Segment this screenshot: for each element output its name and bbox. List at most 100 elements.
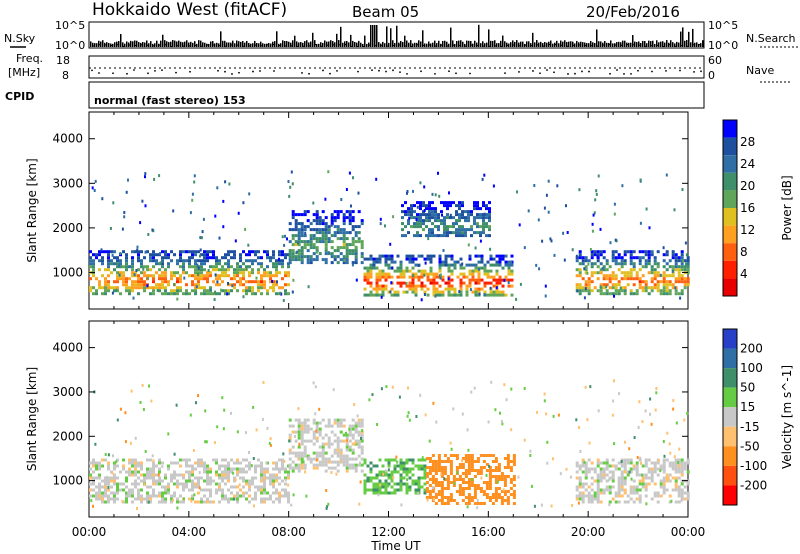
scatter-cell <box>209 488 212 492</box>
scatter-cell <box>191 192 194 196</box>
scatter-cell <box>321 258 325 262</box>
scatter-cell <box>188 497 191 501</box>
scatter-cell <box>351 210 355 214</box>
scatter-cell <box>427 237 430 241</box>
scatter-cell <box>263 491 266 495</box>
nsearch-dot <box>426 44 427 46</box>
scatter-cell <box>201 230 204 234</box>
nsearch-dot <box>201 45 202 47</box>
scatter-cell <box>124 440 127 444</box>
nsearch-dot <box>339 44 340 46</box>
scatter-cell <box>506 490 510 493</box>
scatter-cell <box>647 467 651 471</box>
scatter-cell <box>408 467 412 471</box>
scatter-cell <box>644 485 648 489</box>
scatter-cell <box>644 259 648 263</box>
scatter-cell <box>131 250 134 254</box>
scatter-cell <box>291 210 295 214</box>
scatter-cell <box>284 488 287 492</box>
scatter-cell <box>578 286 582 290</box>
scatter-cell <box>482 490 486 493</box>
scatter-cell <box>443 219 446 223</box>
scatter-cell <box>239 283 242 287</box>
nsky-bar <box>436 43 438 47</box>
scatter-cell <box>438 254 442 258</box>
scatter-cell <box>590 494 594 498</box>
scatter-cell <box>480 476 483 480</box>
nsky-bar <box>106 42 108 47</box>
scatter-cell <box>437 481 441 484</box>
scatter-cell <box>95 491 98 495</box>
scatter-cell <box>620 470 624 474</box>
scatter-cell <box>683 464 687 468</box>
scatter-cell <box>446 231 449 235</box>
scatter-cell <box>414 482 418 486</box>
scatter-cell <box>333 225 337 229</box>
nsearch-dot <box>660 45 661 47</box>
scatter-cell <box>375 476 379 480</box>
scatter-cell <box>470 390 473 394</box>
scatter-cell <box>272 280 275 284</box>
scatter-cell <box>131 274 134 278</box>
nsky-bar <box>258 43 260 47</box>
scatter-cell <box>679 296 682 300</box>
scatter-cell <box>408 216 411 220</box>
scatter-cell <box>263 485 266 489</box>
scatter-cell <box>417 467 421 471</box>
nsearch-dot <box>108 45 109 47</box>
scatter-cell <box>223 408 226 412</box>
scatter-cell <box>461 466 465 469</box>
scatter-cell <box>439 273 442 277</box>
scatter-cell <box>623 292 627 296</box>
scatter-cell <box>620 289 624 293</box>
scatter-cell <box>233 271 236 275</box>
scatter-cell <box>152 473 155 477</box>
scatter-cell <box>315 246 319 250</box>
scatter-cell <box>431 207 434 211</box>
scatter-cell <box>369 479 373 483</box>
scatter-cell <box>159 261 162 265</box>
scatter-cell <box>467 469 471 472</box>
scatter-cell <box>92 504 94 508</box>
scatter-cell <box>215 277 218 281</box>
scatter-cell <box>95 467 98 471</box>
scatter-cell <box>321 418 325 422</box>
scatter-cell <box>288 194 291 198</box>
scatter-cell <box>449 454 453 457</box>
scatter-cell <box>662 271 666 275</box>
scatter-cell <box>357 430 361 434</box>
nsearch-dot <box>543 45 544 47</box>
scatter-cell <box>107 497 110 501</box>
scatter-cell <box>278 257 280 261</box>
scatter-cell <box>321 463 325 467</box>
scatter-cell <box>128 491 131 495</box>
scatter-cell <box>461 481 465 484</box>
nave-dot <box>574 72 576 75</box>
scatter-cell <box>464 496 468 499</box>
nsearch-dot <box>249 45 250 47</box>
scatter-cell <box>128 473 131 477</box>
scatter-cell <box>288 457 292 461</box>
scatter-cell <box>613 442 616 446</box>
scatter-cell <box>104 500 107 504</box>
scatter-cell <box>170 497 173 501</box>
scatter-cell <box>315 210 319 214</box>
scatter-cell <box>665 283 669 287</box>
scatter-cell <box>288 252 292 256</box>
scatter-cell <box>596 461 600 465</box>
nsearch-dot <box>585 45 586 47</box>
scatter-cell <box>233 476 236 480</box>
scatter-cell <box>327 421 331 425</box>
scatter-cell <box>191 464 194 468</box>
scatter-cell <box>218 467 221 471</box>
scatter-cell <box>215 488 218 492</box>
scatter-cell <box>379 483 382 487</box>
scatter-cell <box>152 253 155 257</box>
scatter-cell <box>434 472 438 475</box>
scatter-cell <box>89 473 92 477</box>
nsearch-dot <box>576 45 577 47</box>
colorbar-tick-label: 50 <box>740 381 755 395</box>
scatter-cell <box>278 262 281 266</box>
scatter-cell <box>461 490 465 493</box>
scatter-cell <box>617 283 621 287</box>
